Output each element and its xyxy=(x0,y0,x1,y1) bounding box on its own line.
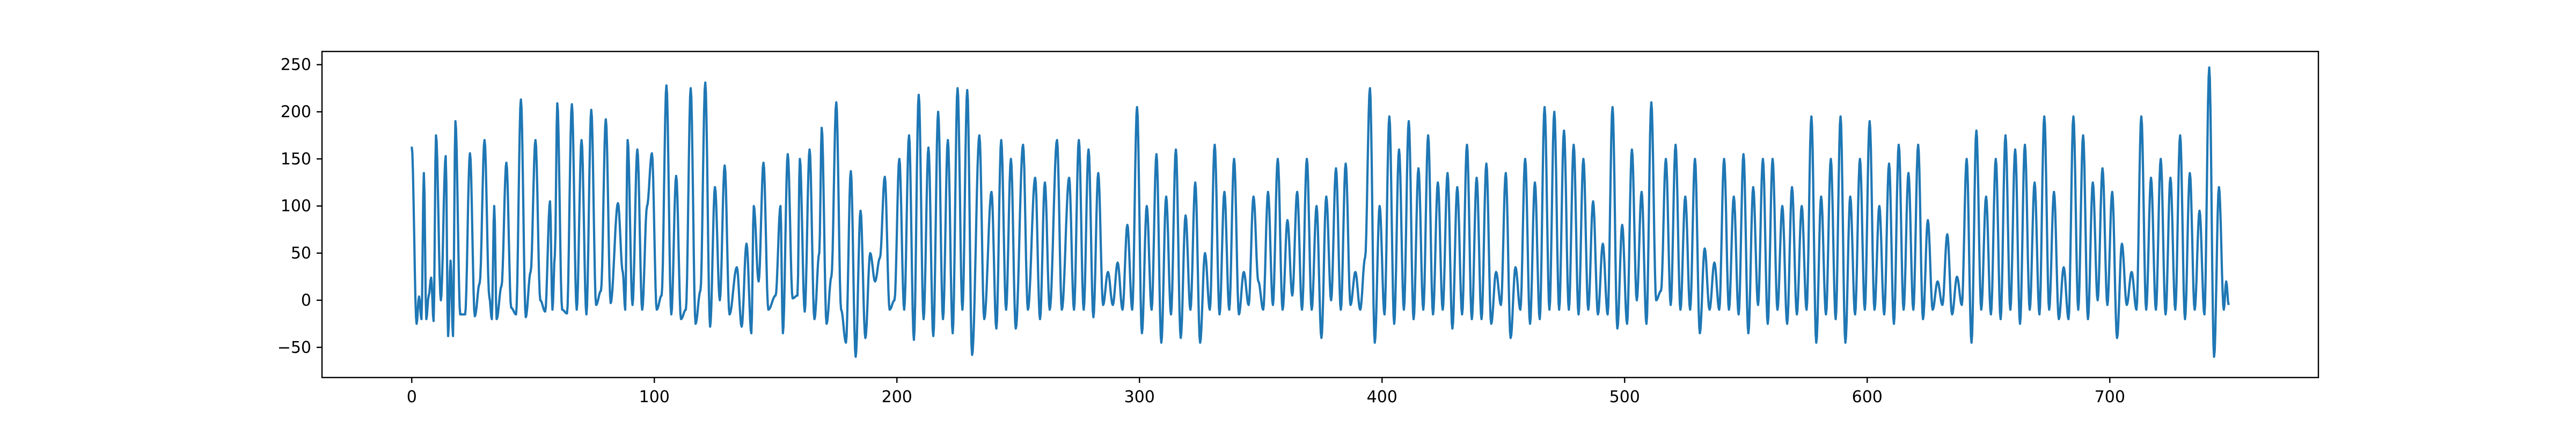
y-tick-label: 150 xyxy=(281,150,311,168)
series-line xyxy=(411,66,2230,358)
x-tick-label: 200 xyxy=(882,388,912,406)
x-tick-label: 400 xyxy=(1367,388,1397,406)
x-tick-label: 0 xyxy=(407,388,417,406)
y-tick-label: 50 xyxy=(291,244,311,263)
y-tick-label: 100 xyxy=(281,197,311,216)
x-axis: 0 100 200 300 400 500 600 700 xyxy=(407,378,2125,406)
y-tick-label: 200 xyxy=(281,102,311,121)
x-tick-label: 500 xyxy=(1609,388,1640,406)
y-axis: −50 0 50 100 150 200 250 xyxy=(277,56,322,357)
x-tick-label: 600 xyxy=(1852,388,1883,406)
x-tick-label: 300 xyxy=(1124,388,1155,406)
y-tick-label: 250 xyxy=(281,56,311,75)
y-tick-label: −50 xyxy=(277,338,311,357)
y-tick-label: 0 xyxy=(301,291,311,310)
plot-frame xyxy=(321,50,2319,379)
x-tick-label: 100 xyxy=(639,388,670,406)
x-tick-label: 700 xyxy=(2095,388,2125,406)
